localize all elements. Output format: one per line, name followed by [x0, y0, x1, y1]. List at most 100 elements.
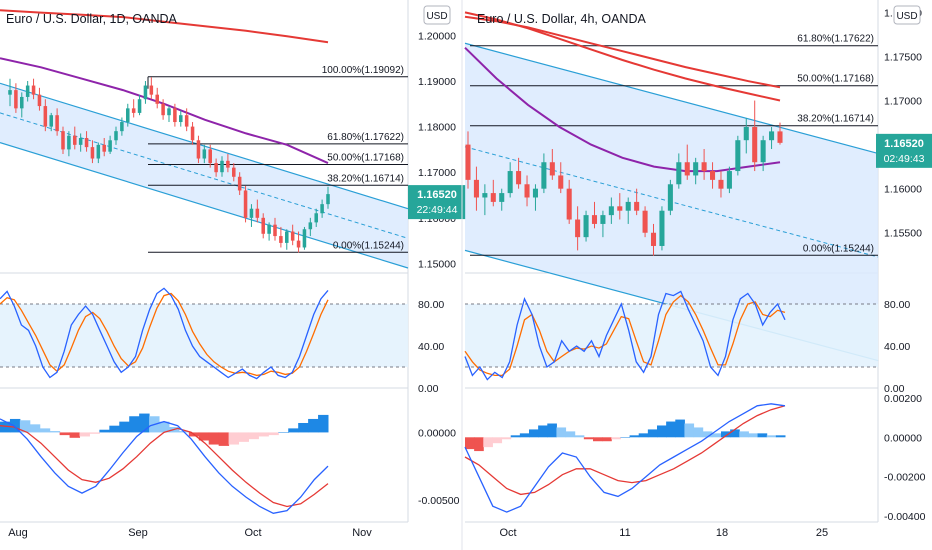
candle-body	[202, 149, 207, 159]
macd-histogram-bar	[538, 425, 548, 438]
candle-body	[43, 106, 48, 127]
fib-label: 0.00%(1.15244)	[803, 243, 874, 254]
macd-signal-line	[464, 405, 786, 496]
macd-histogram-bar	[218, 432, 230, 446]
macd-histogram-bar	[29, 424, 41, 433]
moving-average-red-2	[464, 15, 781, 89]
candle-body	[255, 208, 260, 218]
fib-label: 100.00%(1.19092)	[322, 65, 404, 76]
candle-body	[735, 140, 741, 172]
candle-body	[8, 90, 12, 95]
currency-button[interactable]	[893, 5, 921, 25]
macd-histogram-bar	[529, 429, 539, 438]
currency-label: USD	[426, 11, 447, 22]
macd-histogram-bar	[59, 432, 71, 436]
macd-histogram-bar	[248, 432, 259, 440]
time-tick-label: Aug	[8, 527, 28, 539]
channel-lower-line	[0, 141, 409, 269]
macd-histogram-bar	[308, 418, 319, 433]
candle-body	[196, 140, 201, 159]
price-tick-label: 1.15500	[884, 228, 922, 240]
macd-line	[464, 403, 786, 513]
candle-body	[31, 85, 36, 95]
macd-histogram-bar	[583, 437, 594, 440]
macd-histogram-bar	[69, 432, 81, 438]
candle-body	[49, 115, 53, 127]
fib-label: 38.20%(1.16714)	[327, 173, 404, 184]
macd-histogram-bar	[675, 419, 685, 438]
candle-body	[84, 138, 89, 148]
fib-label: 61.80%(1.17622)	[797, 34, 874, 45]
candle-body	[490, 193, 496, 202]
fib-label: 50.00%(1.17168)	[797, 74, 874, 85]
fib-label: 50.00%(1.17168)	[327, 153, 404, 164]
macd-signal-line	[0, 425, 329, 508]
candle-body	[625, 201, 631, 211]
candle-body	[532, 188, 538, 198]
macd-histogram-bar	[775, 435, 786, 438]
time-tick-label: 18	[716, 527, 728, 539]
moving-average-red	[0, 9, 329, 44]
macd-histogram-bar	[39, 428, 51, 433]
macd-histogram-bar	[711, 433, 722, 438]
stochastic-tick-label: 0.00	[884, 383, 905, 395]
macd-tick-label: -0.00200	[884, 472, 926, 484]
price-tick-label: 1.17500	[884, 51, 922, 63]
stochastic-tick-label: 40.00	[884, 341, 910, 353]
stochastic-band	[465, 304, 878, 367]
macd-histogram-bar	[721, 431, 731, 438]
candle-body	[769, 131, 775, 141]
stochastic-tick-label: 80.00	[418, 299, 444, 311]
candle-body	[314, 213, 318, 223]
fib-label: 38.20%(1.16714)	[797, 114, 874, 125]
macd-histogram-bar	[119, 421, 130, 433]
macd-histogram-bar	[748, 433, 759, 438]
candle-body	[701, 162, 707, 172]
macd-histogram-bar	[278, 432, 289, 433]
macd-histogram-bar	[198, 432, 210, 441]
macd-histogram-bar	[766, 435, 777, 438]
candle-body	[302, 229, 307, 248]
candle-body	[143, 85, 148, 100]
macd-tick-label: 0.00200	[884, 393, 922, 405]
macd-histogram-bar	[593, 437, 603, 442]
macd-histogram-bar	[501, 437, 512, 440]
macd-histogram-bar	[465, 437, 475, 450]
macd-tick-label: -0.00500	[418, 495, 460, 507]
candle-body	[516, 171, 522, 185]
time-tick-label: Oct	[499, 527, 516, 539]
last-price-tag	[876, 133, 932, 168]
candle-body	[131, 108, 136, 113]
macd-histogram-bar	[739, 431, 749, 438]
channel-upper-line	[464, 42, 879, 155]
candle-body	[600, 215, 606, 224]
candle-body	[208, 149, 212, 164]
candle-body	[173, 108, 177, 123]
channel-median-line	[0, 112, 409, 239]
macd-histogram-bar	[565, 431, 576, 438]
candle-body	[617, 206, 623, 211]
macd-histogram-bar	[109, 425, 120, 433]
stochastic-tick-label: 40.00	[418, 341, 444, 353]
candle-body	[566, 188, 572, 220]
candle-body	[279, 236, 283, 243]
macd-tick-label: 0.00000	[884, 432, 922, 444]
macd-histogram-bar	[79, 432, 90, 437]
candle-body	[583, 215, 589, 238]
stochastic-k-line	[464, 290, 786, 381]
candle-body	[126, 108, 130, 123]
stochastic-tick-label: 0.00	[418, 383, 439, 395]
macd-line	[0, 418, 329, 514]
macd-histogram-bar	[99, 429, 110, 433]
candle-body	[777, 131, 783, 143]
bar-countdown: 02:49:43	[884, 153, 925, 165]
currency-button[interactable]	[423, 5, 451, 25]
macd-histogram-bar	[483, 437, 493, 448]
macd-histogram-bar	[602, 437, 612, 442]
candle-body	[61, 131, 65, 150]
macd-histogram-bar	[611, 437, 621, 440]
last-price-value: 1.16520	[884, 138, 924, 150]
candle-body	[326, 194, 330, 205]
candle-body	[285, 231, 289, 243]
candle-body	[541, 162, 547, 189]
